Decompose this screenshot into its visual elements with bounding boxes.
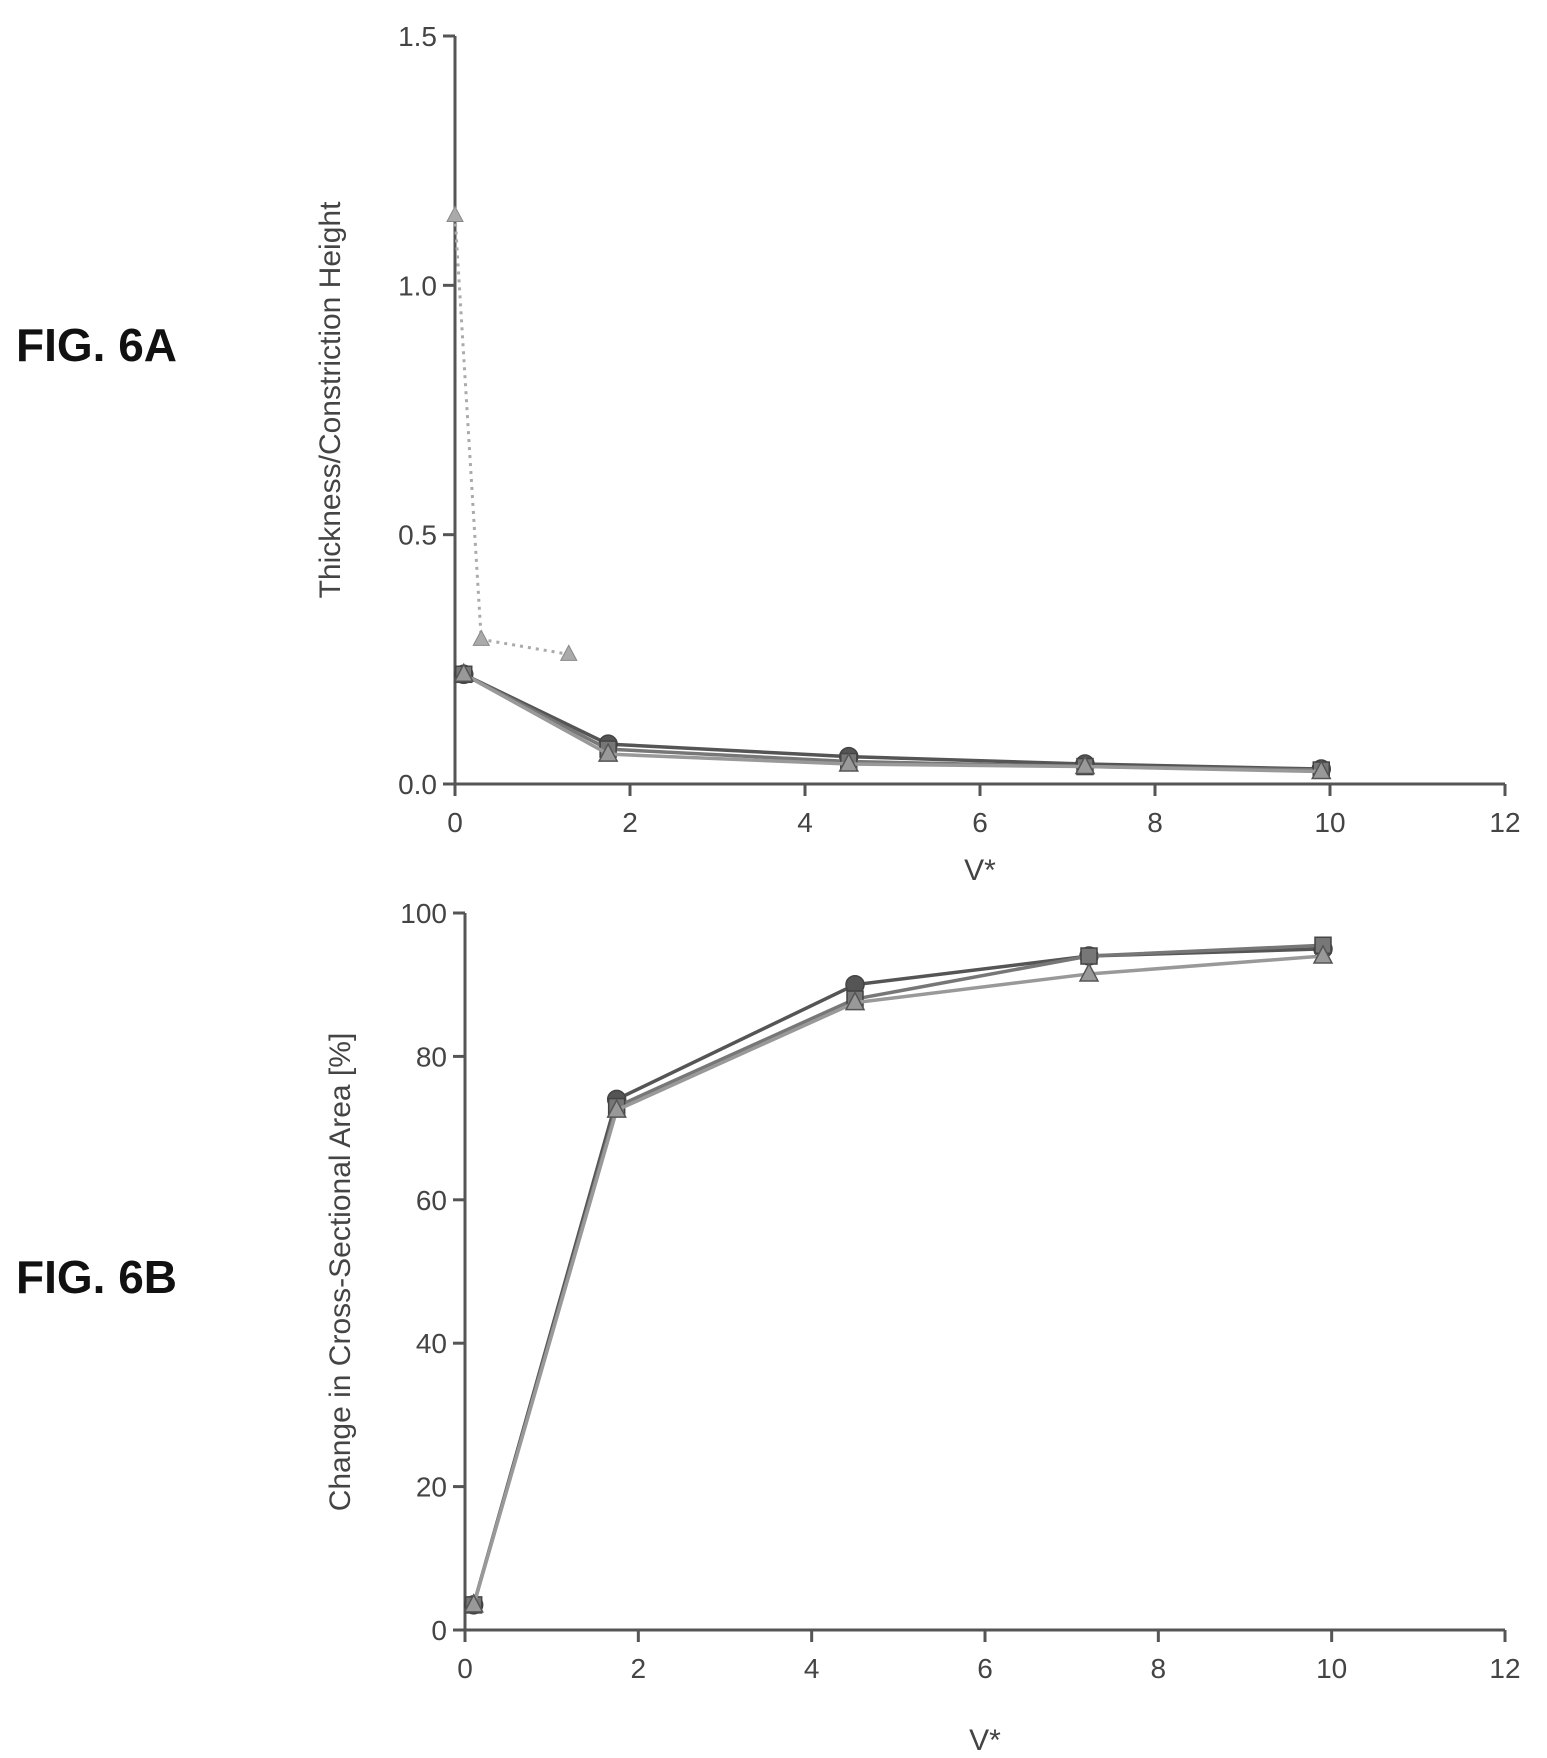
x-tick-label: 12 [1489,807,1520,838]
series-line-3 [471,954,1324,1606]
x-tick-label: 8 [1147,807,1163,838]
x-tick-label: 4 [797,807,813,838]
x-tick-label: 10 [1314,807,1345,838]
data-point-series-3 [597,742,619,762]
data-point-series-3 [1074,754,1096,775]
data-point-series-3 [606,1098,627,1118]
data-point-series-2 [1080,947,1098,965]
x-tick-label: 10 [1316,1653,1347,1684]
chart-b-x-axis-title: V* [969,1724,1001,1757]
data-point-series-3 [844,991,866,1011]
figure-label-6a: FIG. 6A [16,319,178,371]
x-tick-label: 6 [972,807,988,838]
y-tick-label: 0.5 [398,520,437,551]
y-tick-label: 60 [416,1185,447,1216]
chart-a-y-axis-title: Thickness/Constriction Height [314,201,347,598]
x-tick-label: 0 [447,807,463,838]
x-tick-label: 12 [1489,1653,1520,1684]
x-tick-label: 2 [631,1653,647,1684]
data-point-series-3 [463,1593,484,1613]
chart-b-axes: 0 2 4 6 8 10 12 0 20 40 60 80 100 [400,898,1520,1684]
data-point-series-3 [838,752,859,772]
y-tick-label: 100 [400,898,447,929]
figure-label-6b: FIG. 6B [16,1251,178,1303]
data-point-series-4 [559,644,578,661]
chart-a-series [446,205,1332,780]
x-tick-label: 2 [622,807,638,838]
series-line-1 [471,947,1324,1606]
y-tick-label: 20 [416,1472,447,1503]
chart-thickness: 0 2 4 6 8 10 12 0.0 0.5 1.0 1.5 V* Thickness/Const… [314,21,1521,887]
chart-a-x-axis-title: V* [964,854,996,887]
data-point-series-3 [1078,962,1100,982]
data-point-series-3 [1312,944,1334,964]
data-point-series-3 [453,662,474,683]
x-tick-label: 6 [977,1653,993,1684]
y-tick-label: 1.5 [398,21,437,52]
x-tick-label: 8 [1151,1653,1167,1684]
chart-a-axes: 0 2 4 6 8 10 12 0.0 0.5 1.0 1.5 [398,21,1521,838]
y-tick-label: 0.0 [398,769,437,800]
x-tick-label: 4 [804,1653,820,1684]
chart-b-y-axis-title: Change in Cross-Sectional Area [%] [324,1033,357,1512]
x-tick-label: 0 [457,1653,473,1684]
y-tick-label: 80 [416,1041,447,1072]
y-tick-label: 0 [431,1615,447,1646]
chart-b-series [463,936,1334,1615]
data-point-series-4 [472,629,491,646]
data-point-series-4 [446,205,464,223]
y-tick-label: 1.0 [398,270,437,301]
data-point-series-3 [1311,759,1332,780]
y-tick-label: 40 [416,1328,447,1359]
series-line-2 [471,943,1324,1606]
